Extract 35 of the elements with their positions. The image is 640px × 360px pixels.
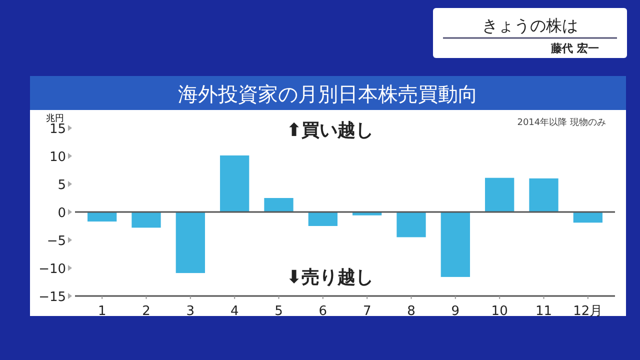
x-tick-label: 1 <box>98 304 106 319</box>
bar <box>264 198 294 212</box>
x-tick-label: 9 <box>451 304 460 319</box>
x-tick-label: 4 <box>230 304 239 319</box>
y-tick-label: 15 <box>49 122 66 137</box>
y-tick-label: −5 <box>46 234 66 249</box>
y-tick-label: −15 <box>38 290 66 305</box>
bar <box>176 212 205 274</box>
bar <box>132 212 161 228</box>
bar <box>308 212 338 226</box>
text: きょうの株は <box>482 16 578 35</box>
y-tick-label: 0 <box>58 206 66 221</box>
y-tick-label: −10 <box>38 262 66 277</box>
x-tick-label: 11 <box>535 304 552 319</box>
chart-title: 海外投資家の月別日本株売買動向 <box>178 82 478 106</box>
x-tick-label: 2 <box>142 304 150 319</box>
x-tick-label: 6 <box>318 304 328 319</box>
annotation: ⬇売り越し <box>286 267 374 288</box>
annotation: ⬆買い越し <box>286 120 374 141</box>
y-tick-label: 10 <box>49 150 66 165</box>
bar <box>485 178 514 212</box>
x-tick-label: 12月 <box>573 304 603 319</box>
x-tick-label: 7 <box>362 304 372 319</box>
y-tick-label: 5 <box>58 178 66 193</box>
x-tick-label: 8 <box>407 304 416 319</box>
x-tick-label: 3 <box>186 304 195 319</box>
x-tick-label: 10 <box>491 304 508 319</box>
text: 藤代 宏一 <box>550 42 599 55</box>
bar <box>396 212 426 238</box>
bar <box>529 178 558 212</box>
y-axis-title: 兆円 <box>46 113 64 124</box>
bar <box>440 212 470 277</box>
x-tick-label: 5 <box>274 304 283 319</box>
text: 2014年以降 現物のみ <box>517 117 606 128</box>
bar <box>220 155 250 212</box>
